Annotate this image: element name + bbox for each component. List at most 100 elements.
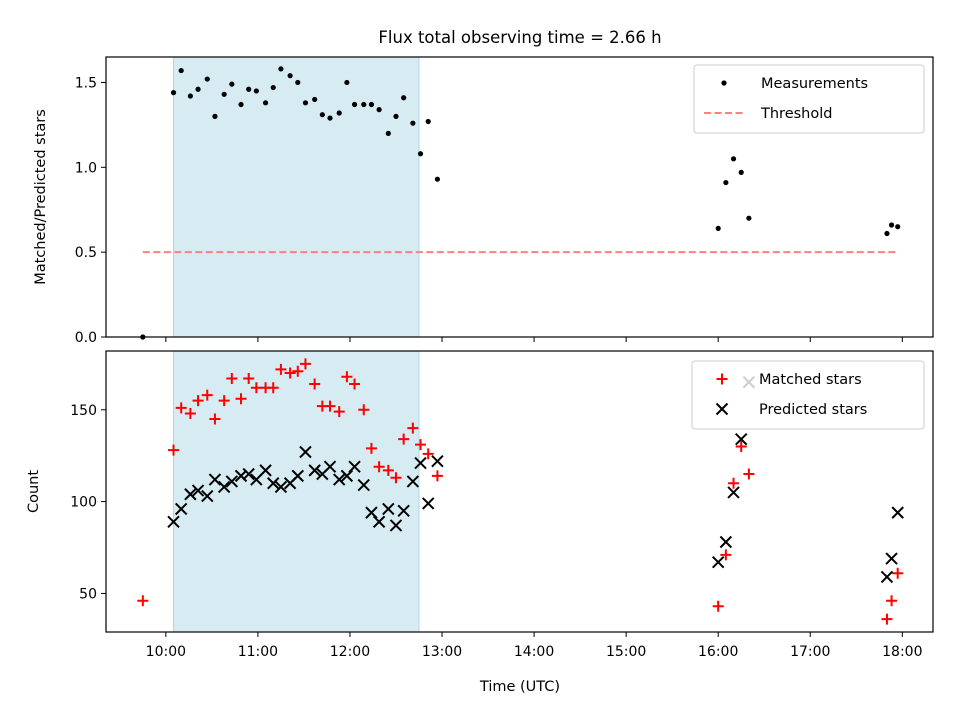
predicted-stars-point xyxy=(242,467,255,481)
measurement-point xyxy=(262,100,269,106)
measurement-point xyxy=(287,73,293,79)
x-tick-label: 10:00 xyxy=(146,644,186,660)
matched-stars-point xyxy=(333,406,345,418)
measurement-point xyxy=(344,79,350,86)
y-tick-label: 1.0 xyxy=(75,160,97,176)
predicted-stars-point xyxy=(234,469,248,483)
matched-stars-point xyxy=(422,448,434,460)
predicted-stars-point xyxy=(406,475,420,488)
x-tick-label: 17:00 xyxy=(790,644,830,660)
matched-stars-point xyxy=(201,389,213,401)
matched-stars-point xyxy=(209,413,221,425)
matched-stars-point xyxy=(886,595,898,607)
y-tick-label: 0.5 xyxy=(75,245,97,261)
legend-label: Matched stars xyxy=(759,372,862,388)
measurement-point xyxy=(368,101,375,108)
predicted-stars-point xyxy=(250,473,263,486)
predicted-stars-point xyxy=(885,552,898,565)
matched-stars-point xyxy=(175,402,187,414)
matched-stars-point xyxy=(192,395,204,407)
matched-stars-point xyxy=(324,400,336,412)
matched-stars-point xyxy=(299,358,311,370)
legend-label: Predicted stars xyxy=(759,402,867,418)
matched-stars-point xyxy=(284,367,296,379)
shaded-observing-span xyxy=(173,350,420,633)
legend-marker-measurements xyxy=(721,80,727,86)
x-axis-label: Time (UTC) xyxy=(479,679,560,695)
measurement-point xyxy=(888,222,895,228)
predicted-stars-point xyxy=(880,570,894,584)
y-axis-label: Matched/Predicted stars xyxy=(33,109,49,285)
x-tick-label: 11:00 xyxy=(238,644,278,660)
measurement-point xyxy=(393,113,399,119)
predicted-stars-point xyxy=(389,519,403,532)
measurement-point xyxy=(385,130,391,136)
predicted-stars-point xyxy=(184,488,197,501)
predicted-stars-point xyxy=(431,454,444,468)
measurement-point xyxy=(723,179,729,186)
predicted-stars-point xyxy=(333,473,346,486)
measurement-point xyxy=(312,96,318,103)
matched-stars-point xyxy=(184,407,196,419)
measurement-point xyxy=(302,100,309,106)
predicted-stars-point xyxy=(217,480,231,494)
matched-stars-point xyxy=(267,382,279,394)
predicted-stars-point xyxy=(372,515,386,529)
measurement-point xyxy=(425,118,431,125)
predicted-stars-point xyxy=(291,469,304,483)
predicted-stars-point xyxy=(727,486,740,499)
measurement-point xyxy=(195,86,201,92)
measurement-point xyxy=(884,230,890,237)
measurement-point xyxy=(746,215,752,221)
x-tick-label: 13:00 xyxy=(422,644,462,660)
measurement-point xyxy=(417,151,424,157)
y-tick-label: 50 xyxy=(79,586,97,602)
shaded-observing-span xyxy=(173,56,420,338)
predicted-stars-point xyxy=(397,504,410,517)
matched-stars-point xyxy=(292,365,304,377)
y-tick-label: 0.0 xyxy=(75,330,97,346)
matched-stars-point xyxy=(373,461,385,473)
measurement-point xyxy=(295,79,301,86)
measurement-point xyxy=(278,66,284,72)
matched-stars-point xyxy=(309,378,321,390)
predicted-stars-point xyxy=(191,484,205,497)
predicted-stars-point xyxy=(208,473,222,486)
measurement-point xyxy=(170,90,177,96)
measurement-point xyxy=(246,86,252,92)
predicted-stars-point xyxy=(735,432,748,446)
matched-stars-point xyxy=(137,595,149,607)
matched-stars-point xyxy=(390,472,402,484)
matched-stars-point xyxy=(712,600,724,612)
predicted-stars-point xyxy=(225,475,239,488)
measurement-point xyxy=(715,225,721,231)
predicted-stars-point xyxy=(891,506,904,519)
axes-frame xyxy=(105,350,934,633)
matched-stars-point xyxy=(250,382,262,394)
y-tick-label: 100 xyxy=(70,495,97,511)
measurement-point xyxy=(434,176,441,182)
measurement-point xyxy=(895,224,901,230)
matched-stars-point xyxy=(218,395,230,407)
measurement-point xyxy=(253,88,259,94)
y-tick-label: 150 xyxy=(70,403,97,419)
matched-stars-point xyxy=(365,442,377,454)
measurement-point xyxy=(187,93,193,99)
bottom-panel: 50 100 150 10:00 11:00 12:00 13:00 14:00 15:00 16… xyxy=(26,350,934,660)
predicted-stars-point xyxy=(414,456,427,470)
measurement-point xyxy=(336,110,342,116)
predicted-stars-point xyxy=(259,464,272,477)
measurement-point xyxy=(361,101,367,108)
measurement-point xyxy=(238,101,244,108)
x-tick-label: 12:00 xyxy=(330,644,370,660)
matched-stars-point xyxy=(235,393,247,405)
matched-stars-point xyxy=(243,373,255,385)
predicted-stars-point xyxy=(719,535,733,549)
predicted-stars-point xyxy=(348,460,361,473)
predicted-stars-point xyxy=(357,478,370,492)
measurement-point xyxy=(410,120,416,126)
matched-stars-point xyxy=(349,378,361,390)
predicted-stars-point xyxy=(274,480,288,494)
top-panel: 0.0 0.5 1.0 1.5 Matched/Predicted stars Measu… xyxy=(33,56,934,346)
measurement-point xyxy=(376,107,382,113)
